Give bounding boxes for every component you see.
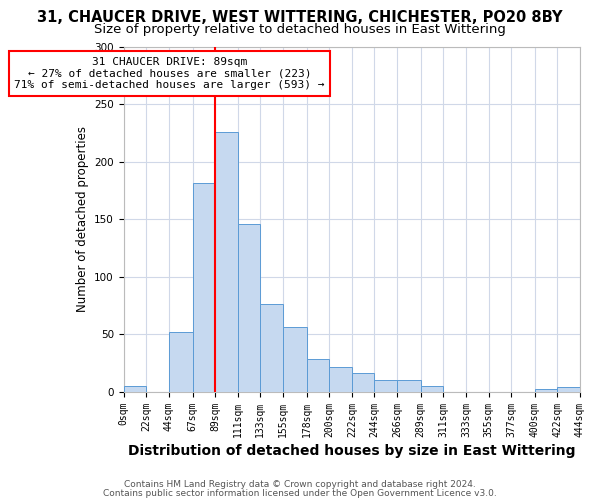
Text: 31 CHAUCER DRIVE: 89sqm
← 27% of detached houses are smaller (223)
71% of semi-d: 31 CHAUCER DRIVE: 89sqm ← 27% of detache… (14, 57, 325, 90)
Bar (397, 380, 421, 392)
Text: Size of property relative to detached houses in East Wittering: Size of property relative to detached ho… (94, 22, 506, 36)
Y-axis label: Number of detached properties: Number of detached properties (76, 126, 89, 312)
Text: Contains public sector information licensed under the Open Government Licence v3: Contains public sector information licen… (103, 489, 497, 498)
Bar (421, 386, 443, 392)
Bar (352, 373, 374, 392)
Bar (307, 360, 329, 392)
Bar (557, 387, 580, 392)
Bar (238, 224, 260, 392)
Bar (329, 368, 352, 392)
Bar (535, 390, 557, 392)
X-axis label: Distribution of detached houses by size in East Wittering: Distribution of detached houses by size … (128, 444, 575, 458)
Bar (124, 386, 146, 392)
Text: Contains HM Land Registry data © Crown copyright and database right 2024.: Contains HM Land Registry data © Crown c… (124, 480, 476, 489)
Bar (374, 380, 397, 392)
Bar (215, 132, 238, 392)
Bar (260, 304, 283, 392)
Bar (283, 327, 307, 392)
Text: 31, CHAUCER DRIVE, WEST WITTERING, CHICHESTER, PO20 8BY: 31, CHAUCER DRIVE, WEST WITTERING, CHICH… (37, 10, 563, 25)
Bar (193, 184, 215, 392)
Bar (169, 332, 193, 392)
